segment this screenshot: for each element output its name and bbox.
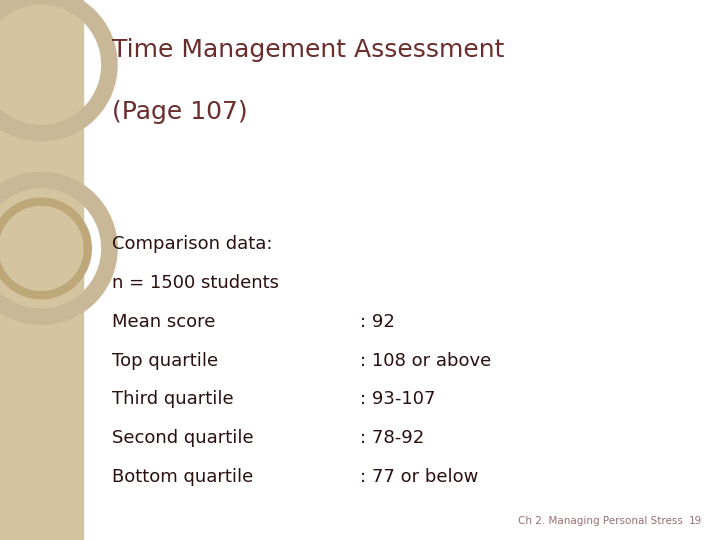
Text: (Page 107): (Page 107) <box>112 100 247 124</box>
Text: : 77 or below: : 77 or below <box>360 468 478 486</box>
Text: Ch 2. Managing Personal Stress: Ch 2. Managing Personal Stress <box>518 516 683 526</box>
Text: : 93-107: : 93-107 <box>360 390 436 408</box>
Bar <box>0 0 83 540</box>
Text: Top quartile: Top quartile <box>112 352 217 369</box>
Text: Mean score: Mean score <box>112 313 215 330</box>
Text: 19: 19 <box>689 516 702 526</box>
Text: : 78-92: : 78-92 <box>360 429 424 447</box>
Text: Second quartile: Second quartile <box>112 429 253 447</box>
Text: : 92: : 92 <box>360 313 395 330</box>
Text: Comparison data:: Comparison data: <box>112 235 272 253</box>
Text: n = 1500 students: n = 1500 students <box>112 274 279 292</box>
Text: Third quartile: Third quartile <box>112 390 233 408</box>
Text: : 108 or above: : 108 or above <box>360 352 491 369</box>
Text: Bottom quartile: Bottom quartile <box>112 468 253 486</box>
Text: Time Management Assessment: Time Management Assessment <box>112 38 504 62</box>
